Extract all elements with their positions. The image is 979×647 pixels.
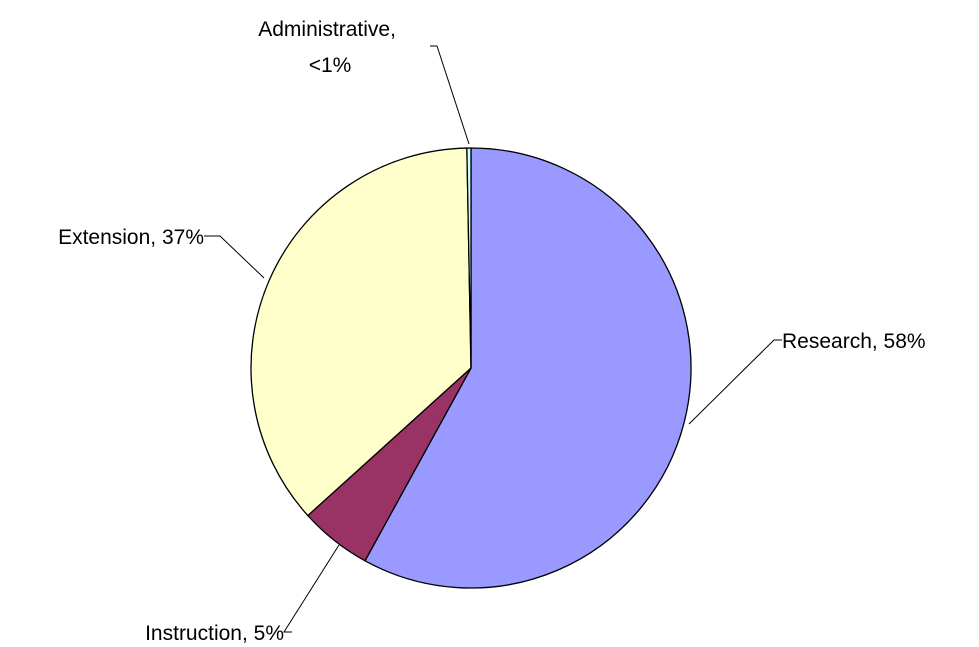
slice-label-administrative-line1: Administrative,	[258, 18, 396, 41]
leader-line-research	[688, 339, 782, 425]
leader-line-extension	[204, 235, 265, 279]
leader-line-administrative	[430, 45, 470, 145]
pie-slice-administrative	[466, 147, 472, 369]
slice-label-instruction: Instruction, 5%	[145, 622, 284, 645]
pie-slice-research	[364, 147, 692, 589]
slice-label-administrative-line2: <1%	[309, 54, 352, 77]
pie-slice-extension	[250, 147, 472, 517]
slice-label-extension: Extension, 37%	[58, 226, 204, 249]
leader-lines	[204, 45, 782, 633]
leader-line-instruction	[283, 544, 340, 633]
pie-slices	[250, 147, 692, 589]
slice-label-administrative: Administrative, <1%	[258, 18, 402, 77]
slice-label-research: Research, 58%	[782, 330, 926, 353]
